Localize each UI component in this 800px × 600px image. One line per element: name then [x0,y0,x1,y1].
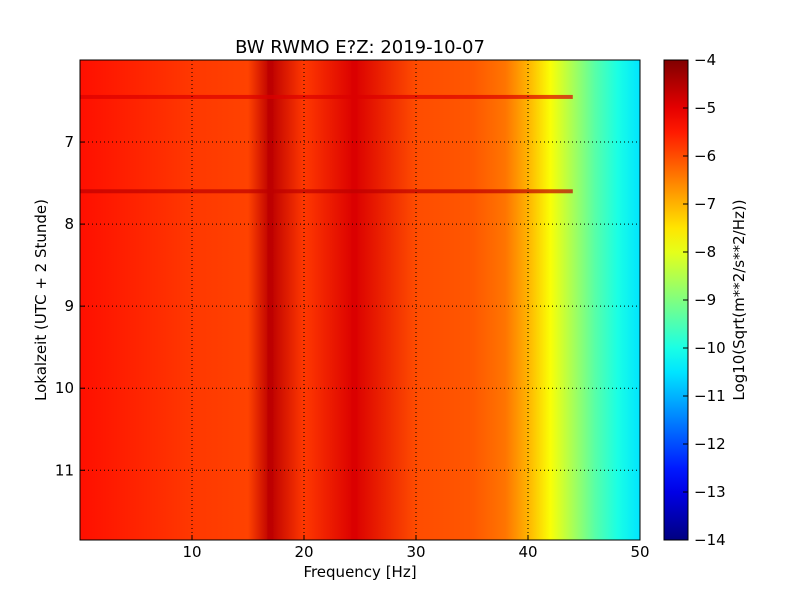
y-tick-label: 9 [64,297,74,315]
colorbar-ticks: −4 −5 −6 −7 −8 −9 −10 −11 −12 −13 −14 [683,51,726,549]
y-tick-label: 11 [55,461,74,479]
colorbar-tick-label: −4 [694,51,716,69]
chart-title: BW RWMO E?Z: 2019-10-07 [235,37,485,58]
colorbar-tick-label: −5 [694,99,716,117]
x-tick-label: 20 [294,543,313,561]
colorbar-tick-label: −11 [694,387,726,405]
colorbar-tick-label: −14 [694,531,726,549]
x-tick-label: 10 [182,543,201,561]
x-axis-label: Frequency [Hz] [303,563,416,581]
spectral-features [80,60,573,540]
colorbar-tick-label: −6 [694,147,716,165]
colorbar-tick-label: −7 [694,195,716,213]
x-tick-label: 50 [630,543,649,561]
colorbar-tick-label: −12 [694,435,726,453]
colorbar-tick-label: −10 [694,339,726,357]
x-tick-label: 30 [406,543,425,561]
x-tick-label: 40 [518,543,537,561]
spectral-line [351,60,358,540]
colorbar-tick-label: −9 [694,291,716,309]
plot-background [80,60,640,540]
spectral-line [267,60,274,540]
x-axis-ticks: 10 20 30 40 50 [182,535,650,561]
y-tick-label: 7 [64,133,74,151]
colorbar-tick-label: −8 [694,243,716,261]
colorbar: −4 −5 −6 −7 −8 −9 −10 −11 −12 −13 −14 [663,51,726,549]
y-axis-ticks: 7 8 9 10 11 [55,133,85,479]
plot-frame [79,59,641,541]
plot-area [79,59,641,541]
time-band [80,94,573,99]
colorbar-tick-label: −13 [694,483,726,501]
y-tick-label: 10 [55,379,74,397]
y-tick-label: 8 [64,215,74,233]
time-band [80,189,573,194]
y-axis-label: Lokalzeit (UTC + 2 Stunde) [32,199,50,401]
colorbar-label: Log10(Sqrt(m**2/s**2/Hz)) [730,199,748,400]
grid-lines [80,60,640,540]
